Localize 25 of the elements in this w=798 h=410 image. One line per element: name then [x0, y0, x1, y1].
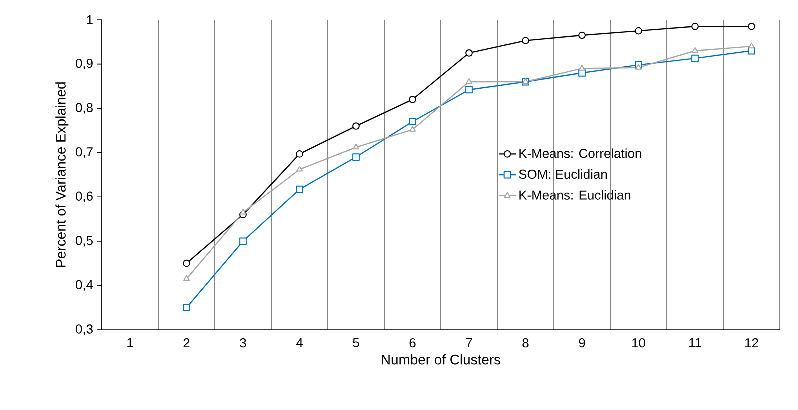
x-tick-label: 6	[410, 338, 416, 348]
x-tick-label: 9	[579, 338, 586, 348]
x-tick-label: 5	[353, 338, 360, 348]
x-tick-label: 1	[128, 338, 134, 348]
y-tick-label: 0,9	[76, 58, 93, 70]
x-tick-label: 12	[746, 338, 758, 348]
x-tick-label: 11	[690, 338, 702, 348]
legend-label: K-Means: Correlation	[520, 148, 642, 158]
y-axis-title: Percent of Variance Explained	[56, 82, 69, 268]
x-tick-label: 4	[296, 338, 303, 348]
y-tick-label: 0,4	[76, 280, 94, 292]
x-tick-label: 8	[522, 338, 529, 348]
x-tick-label: 3	[240, 338, 246, 348]
legend-label: SOM: Euclidian	[519, 170, 608, 180]
y-tick-label: 0,3	[76, 324, 93, 336]
x-tick-label: 2	[184, 338, 190, 348]
y-tick-label: 0,7	[76, 148, 93, 158]
x-tick-label: 10	[632, 338, 646, 348]
legend-label: K-Means: Euclidian	[520, 190, 631, 200]
y-tick-label: 0,5	[76, 236, 93, 247]
y-tick-label: 1	[87, 16, 93, 24]
x-tick-label: 7	[466, 338, 472, 348]
x-axis-title: Number of Clusters	[382, 354, 501, 365]
y-tick-label: 0,6	[76, 192, 93, 202]
y-tick-label: 0,8	[76, 103, 93, 114]
